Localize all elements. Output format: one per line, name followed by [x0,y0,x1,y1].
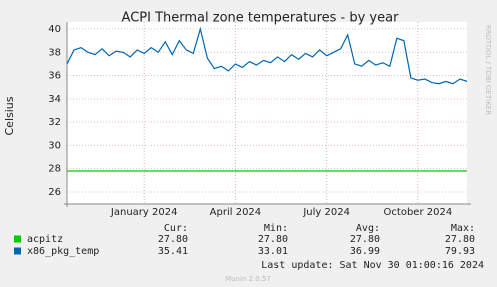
x-tick-label: January 2024 [110,207,178,218]
summary-value: 36.99 [350,246,380,257]
legend-label: acpitz [27,234,63,245]
summary-value: 27.80 [258,234,288,245]
legend-swatch [14,235,21,243]
plot-area [67,22,467,204]
series-line [66,26,468,85]
summary-header: Max: [451,223,475,234]
y-tick-label: 38 [48,47,61,58]
summary-header: Avg: [356,223,380,234]
x-tick-label: April 2024 [210,207,261,218]
summary-header: Cur: [164,223,188,234]
summary-value: 27.80 [158,234,188,245]
footer: Munin 2.0.57 [225,275,271,283]
y-tick-label: 40 [48,24,61,35]
summary-header: Min: [264,223,288,234]
legend-label: x86_pkg_temp [27,246,99,257]
summary-value: 35.41 [158,246,188,257]
y-tick-label: 28 [48,164,61,175]
legend-swatch [14,247,21,255]
y-axis-label: Celsius [3,96,16,135]
summary-value: 33.01 [258,246,288,257]
summary-value: 27.80 [350,234,380,245]
chart-title: ACPI Thermal zone temperatures - by year [122,11,400,26]
y-tick-label: 32 [48,117,61,128]
side-label: RRDTOOL / TOBI OETIKER [484,25,492,115]
x-tick-label: October 2024 [384,207,453,218]
summary-value: 79.93 [445,246,475,257]
y-tick-label: 36 [48,71,61,82]
y-tick-label: 26 [48,187,61,198]
x-tick-label: July 2024 [302,207,350,218]
last-update: Last update: Sat Nov 30 01:00:16 2024 [261,260,484,271]
y-tick-label: 30 [48,140,61,151]
summary-value: 27.80 [445,234,475,245]
y-tick-label: 34 [48,94,61,105]
